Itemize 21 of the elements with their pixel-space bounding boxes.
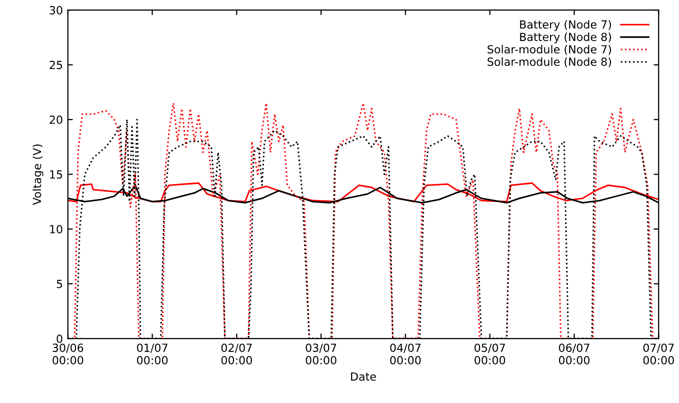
y-tick-label: 0 — [56, 334, 62, 343]
x-tick-label: 02/07 00:00 — [221, 344, 252, 364]
x-tick-label: 01/07 00:00 — [137, 344, 168, 364]
y-axis-title: Voltage (V) — [32, 144, 44, 205]
y-tick-label: 25 — [50, 60, 62, 70]
x-tick-label: 04/07 00:00 — [390, 344, 421, 364]
x-tick-label: 05/07 00:00 — [474, 344, 506, 364]
legend-label: Solar-module (Node 8) — [488, 57, 612, 68]
legend-label: Battery (Node 8) — [520, 32, 612, 44]
legend-label: Solar-module (Node 7) — [488, 44, 612, 55]
x-tick-label: 07/07 00:00 — [643, 344, 674, 364]
x-tick-label: 30/06 00:00 — [52, 344, 84, 364]
y-tick-label: 30 — [50, 6, 62, 14]
y-tick-label: 5 — [56, 280, 62, 288]
x-tick-label: 03/07 00:00 — [306, 344, 336, 364]
x-tick-label: 06/07 00:00 — [558, 344, 590, 364]
y-tick-label: 15 — [50, 170, 62, 179]
x-axis-title: Date — [351, 372, 376, 381]
legend-label: Battery (Node 7) — [520, 20, 612, 31]
y-tick-label: 20 — [50, 116, 62, 124]
y-tick-label: 10 — [50, 225, 62, 234]
